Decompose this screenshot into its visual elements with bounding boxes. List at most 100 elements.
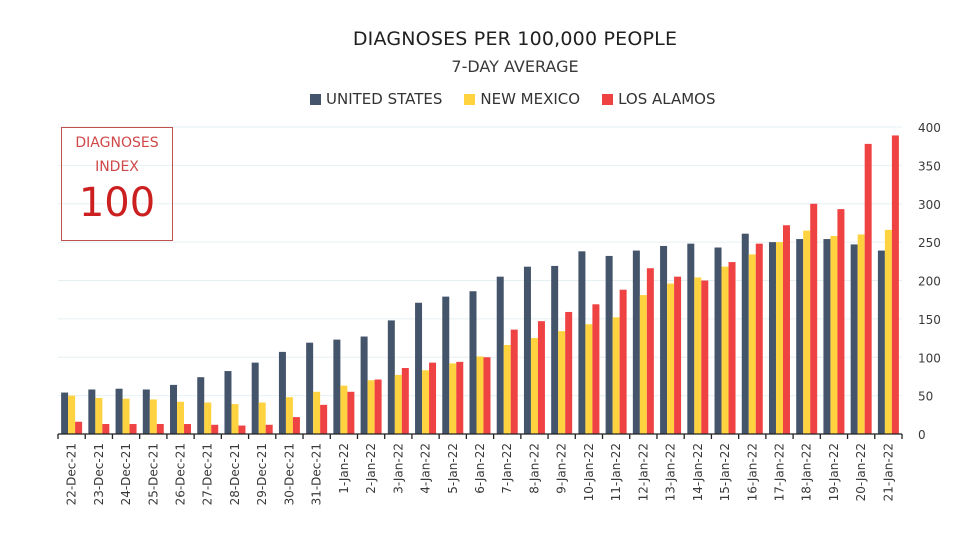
bar-los-alamos bbox=[429, 362, 437, 434]
chart-subtitle: 7-DAY AVERAGE bbox=[451, 57, 579, 76]
diagnoses-index-box: DIAGNOSES INDEX 100 bbox=[61, 127, 173, 241]
x-tick-label: 19-Jan-22 bbox=[827, 443, 841, 501]
bar-united-states bbox=[496, 276, 504, 434]
bar-los-alamos bbox=[75, 421, 83, 434]
bar-new-mexico bbox=[884, 229, 892, 434]
legend-swatch-new-mexico bbox=[464, 93, 476, 105]
index-label-line2: INDEX bbox=[95, 159, 139, 175]
x-tick-label: 4-Jan-22 bbox=[419, 443, 433, 494]
bar-new-mexico bbox=[857, 234, 865, 434]
y-tick-label: 100 bbox=[918, 351, 941, 365]
x-tick-label: 2-Jan-22 bbox=[364, 443, 378, 494]
bar-united-states bbox=[360, 336, 368, 434]
x-tick-label: 10-Jan-22 bbox=[582, 443, 596, 501]
bar-new-mexico bbox=[612, 317, 620, 434]
bar-new-mexico bbox=[149, 399, 157, 434]
x-tick-label: 27-Dec-21 bbox=[201, 443, 215, 505]
bar-united-states bbox=[278, 351, 286, 434]
bar-los-alamos bbox=[891, 135, 899, 434]
x-tick-label: 24-Dec-21 bbox=[119, 443, 133, 505]
bar-los-alamos bbox=[184, 424, 192, 434]
legend-label-united-states: UNITED STATES bbox=[326, 90, 443, 108]
bar-united-states bbox=[850, 244, 858, 434]
bar-new-mexico bbox=[830, 235, 838, 434]
y-tick-label: 0 bbox=[918, 428, 926, 442]
bar-new-mexico bbox=[68, 395, 76, 434]
y-tick-label: 50 bbox=[918, 390, 933, 404]
bar-los-alamos bbox=[238, 425, 246, 434]
bar-united-states bbox=[796, 239, 804, 434]
bar-united-states bbox=[714, 247, 722, 434]
y-tick-label: 400 bbox=[918, 121, 941, 135]
legend-item-united-states: UNITED STATES bbox=[310, 90, 442, 108]
y-tick-label: 350 bbox=[918, 159, 941, 173]
y-tick-label: 250 bbox=[918, 236, 941, 250]
bar-united-states bbox=[224, 371, 232, 434]
x-tick-label: 14-Jan-22 bbox=[691, 443, 705, 501]
bar-united-states bbox=[442, 296, 450, 434]
y-tick-label: 150 bbox=[918, 313, 941, 327]
x-tick-label: 7-Jan-22 bbox=[500, 443, 514, 494]
x-tick-label: 15-Jan-22 bbox=[718, 443, 732, 501]
bar-united-states bbox=[251, 362, 259, 434]
bar-los-alamos bbox=[347, 391, 355, 434]
x-tick-label: 13-Jan-22 bbox=[664, 443, 678, 501]
x-tick-label: 26-Dec-21 bbox=[174, 443, 188, 505]
bar-los-alamos bbox=[456, 361, 464, 434]
bar-new-mexico bbox=[285, 397, 293, 434]
bar-new-mexico bbox=[585, 324, 593, 434]
x-tick-label: 30-Dec-21 bbox=[282, 443, 296, 505]
bar-los-alamos bbox=[810, 203, 818, 434]
x-tick-label: 5-Jan-22 bbox=[446, 443, 460, 494]
bar-los-alamos bbox=[537, 321, 545, 434]
bar-new-mexico bbox=[258, 402, 266, 434]
bar-new-mexico bbox=[422, 370, 430, 434]
bar-new-mexico bbox=[694, 277, 702, 434]
bar-los-alamos bbox=[483, 357, 491, 434]
bar-united-states bbox=[877, 250, 885, 434]
x-tick-label: 3-Jan-22 bbox=[391, 443, 405, 494]
bar-new-mexico bbox=[748, 254, 756, 434]
bar-los-alamos bbox=[565, 311, 573, 434]
bar-los-alamos bbox=[292, 417, 300, 434]
legend-label-los-alamos: LOS ALAMOS bbox=[618, 90, 716, 108]
bar-los-alamos bbox=[674, 276, 682, 434]
bars bbox=[61, 135, 899, 434]
legend-item-los-alamos: LOS ALAMOS bbox=[602, 90, 716, 108]
bar-new-mexico bbox=[177, 401, 185, 434]
bar-new-mexico bbox=[721, 266, 729, 434]
bar-los-alamos bbox=[510, 329, 518, 434]
x-tick-label: 29-Dec-21 bbox=[255, 443, 269, 505]
x-tick-label: 12-Jan-22 bbox=[636, 443, 650, 501]
bar-los-alamos bbox=[156, 424, 164, 434]
x-axis-labels: 22-Dec-21 23-Dec-21 24-Dec-21 25-Dec-21 26-D… bbox=[65, 443, 896, 505]
x-tick-label: 16-Jan-22 bbox=[745, 443, 759, 501]
bar-los-alamos bbox=[265, 424, 273, 434]
bar-new-mexico bbox=[122, 398, 130, 434]
bar-united-states bbox=[469, 291, 477, 434]
bar-united-states bbox=[61, 392, 69, 434]
x-tick-label: 11-Jan-22 bbox=[609, 443, 623, 501]
bar-los-alamos bbox=[592, 304, 600, 434]
legend: UNITED STATES NEW MEXICO LOS ALAMOS bbox=[310, 90, 716, 108]
bar-united-states bbox=[551, 265, 559, 434]
bar-los-alamos bbox=[619, 289, 627, 434]
x-tick-label: 23-Dec-21 bbox=[92, 443, 106, 505]
bar-united-states bbox=[170, 384, 178, 434]
bar-los-alamos bbox=[102, 424, 110, 434]
bar-united-states bbox=[823, 239, 831, 434]
bar-new-mexico bbox=[503, 344, 511, 434]
legend-item-new-mexico: NEW MEXICO bbox=[464, 90, 580, 108]
y-tick-label: 300 bbox=[918, 198, 941, 212]
bar-new-mexico bbox=[775, 242, 783, 434]
x-tick-label: 18-Jan-22 bbox=[800, 443, 814, 501]
bar-united-states bbox=[741, 233, 749, 434]
bar-united-states bbox=[115, 388, 123, 434]
bar-united-states bbox=[387, 320, 395, 434]
bar-new-mexico bbox=[340, 385, 348, 434]
bar-united-states bbox=[197, 377, 205, 434]
x-tick-label: 28-Dec-21 bbox=[228, 443, 242, 505]
legend-swatch-united-states bbox=[310, 93, 321, 105]
bar-los-alamos bbox=[837, 209, 845, 434]
